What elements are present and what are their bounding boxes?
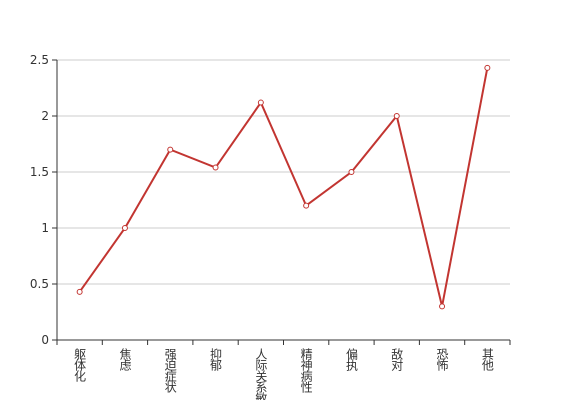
- x-tick-label: 偏执: [344, 347, 358, 372]
- x-tick-label: 人际关系敏感: [254, 348, 268, 400]
- point: [484, 64, 491, 71]
- x-tick-label: 恐怖: [435, 348, 449, 371]
- x-tick-label: 敌对: [390, 347, 404, 371]
- y-tick-label: 1: [41, 221, 49, 235]
- point: [212, 164, 219, 171]
- x-tick-label: 精神病性: [299, 348, 313, 394]
- x-tick-label: 强迫症状: [163, 348, 177, 393]
- point: [76, 288, 83, 295]
- x-tick-label: 躯体化: [73, 347, 87, 383]
- point: [348, 169, 355, 175]
- x-tick-label: 抑郁: [209, 347, 223, 372]
- point: [257, 99, 264, 106]
- point: [393, 113, 400, 119]
- y-tick-label: 0.5: [30, 277, 49, 291]
- y-tick-label: 0: [41, 333, 49, 347]
- x-tick-label: 焦虑: [118, 348, 132, 371]
- y-tick-label: 2: [41, 109, 49, 123]
- point: [303, 202, 310, 209]
- y-tick-label: 2.5: [30, 53, 49, 67]
- point: [439, 303, 446, 310]
- line: [78, 67, 489, 307]
- point: [121, 225, 128, 231]
- point: [167, 146, 174, 153]
- y-tick-label: 1.5: [30, 165, 49, 179]
- x-tick-label: 其他: [480, 348, 494, 371]
